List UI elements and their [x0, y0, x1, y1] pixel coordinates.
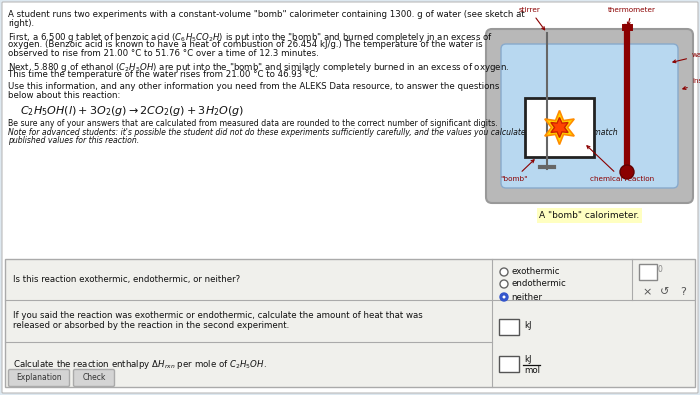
Text: ?: ? [680, 287, 686, 297]
Text: neither: neither [511, 293, 542, 301]
FancyBboxPatch shape [499, 356, 519, 372]
Bar [5, 259, 695, 387]
Circle shape [500, 280, 508, 288]
FancyBboxPatch shape [639, 264, 657, 280]
Text: Is this reaction exothermic, endothermic, or neither?: Is this reaction exothermic, endothermic… [13, 275, 240, 284]
FancyBboxPatch shape [499, 319, 519, 335]
Text: oxygen. (Benzoic acid is known to have a heat of combustion of 26.454 kJ/g.) The: oxygen. (Benzoic acid is known to have a… [8, 40, 482, 49]
FancyBboxPatch shape [525, 98, 594, 157]
Text: Explanation: Explanation [16, 374, 62, 382]
Text: observed to rise from 21.00 °C to 51.76 °C over a time of 12.3 minutes.: observed to rise from 21.00 °C to 51.76 … [8, 49, 318, 58]
FancyBboxPatch shape [501, 44, 678, 188]
Text: chemical reaction: chemical reaction [587, 146, 654, 182]
Text: Next, 5.880 g of ethanol $(C_2H_5OH)$ are put into the "bomb" and similarly comp: Next, 5.880 g of ethanol $(C_2H_5OH)$ ar… [8, 61, 509, 74]
Circle shape [503, 295, 505, 299]
Text: right).: right). [8, 19, 34, 28]
Text: endothermic: endothermic [511, 280, 566, 288]
Text: mol: mol [524, 366, 540, 375]
Text: First, a 6.500 g tablet of benzoic acid $(C_6H_5CO_2H)$ is put into the "bomb" a: First, a 6.500 g tablet of benzoic acid … [8, 31, 493, 44]
Polygon shape [551, 117, 568, 137]
Text: ↺: ↺ [660, 287, 669, 297]
Text: A "bomb" calorimeter.: A "bomb" calorimeter. [540, 211, 640, 220]
Text: Note for advanced students: it's possible the student did not do these experimen: Note for advanced students: it's possibl… [8, 128, 617, 137]
Polygon shape [545, 111, 574, 145]
Text: water: water [673, 52, 700, 63]
Text: thermometer: thermometer [608, 7, 656, 25]
FancyBboxPatch shape [8, 369, 69, 386]
Text: kJ: kJ [524, 322, 531, 331]
Circle shape [500, 293, 508, 301]
Text: Use this information, and any other information you need from the ALEKS Data res: Use this information, and any other info… [8, 82, 499, 91]
FancyBboxPatch shape [74, 369, 115, 386]
Text: released or absorbed by the reaction in the second experiment.: released or absorbed by the reaction in … [13, 322, 289, 331]
Text: Be sure any of your answers that are calculated from measured data are rounded t: Be sure any of your answers that are cal… [8, 119, 498, 128]
Text: ×: × [642, 287, 652, 297]
FancyBboxPatch shape [486, 29, 693, 203]
Text: kJ: kJ [524, 355, 531, 364]
Text: Check: Check [83, 374, 106, 382]
Text: A student runs two experiments with a constant-volume "bomb" calorimeter contain: A student runs two experiments with a co… [8, 10, 525, 19]
Text: "bomb": "bomb" [500, 160, 534, 182]
Text: below about this reaction:: below about this reaction: [8, 91, 120, 100]
Text: exothermic: exothermic [511, 267, 559, 276]
Text: stirrer: stirrer [519, 7, 545, 30]
Text: Calculate the reaction enthalpy $\Delta H_{rxn}$ per mole of $C_2H_5OH$.: Calculate the reaction enthalpy $\Delta … [13, 358, 267, 371]
Circle shape [500, 268, 508, 276]
Text: insulation: insulation [683, 78, 700, 89]
Circle shape [620, 165, 634, 179]
Text: $C_2H_5OH(l) + 3O_2(g) \rightarrow 2CO_2(g) + 3H_2O(g)$: $C_2H_5OH(l) + 3O_2(g) \rightarrow 2CO_2… [20, 104, 244, 118]
Text: If you said the reaction was exothermic or endothermic, calculate the amount of : If you said the reaction was exothermic … [13, 312, 423, 320]
Text: 0: 0 [658, 265, 663, 273]
Text: published values for this reaction.: published values for this reaction. [8, 136, 139, 145]
Text: This time the temperature of the water rises from 21.00 °C to 46.93 °C.: This time the temperature of the water r… [8, 70, 318, 79]
